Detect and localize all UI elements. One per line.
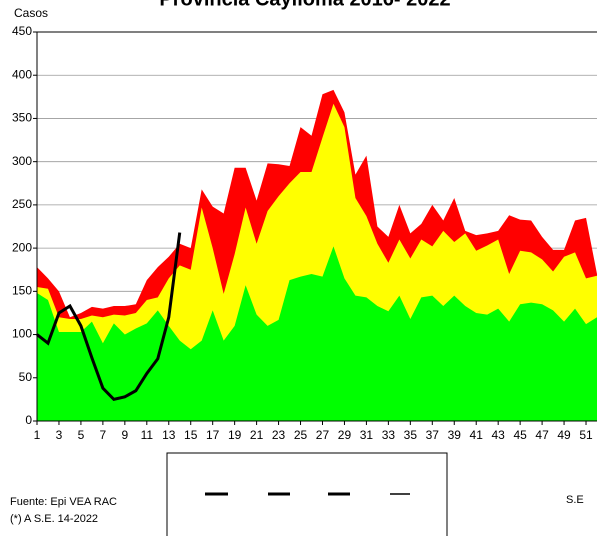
y-tick-label: 450 <box>12 24 32 38</box>
x-tick-label: 25 <box>294 428 308 442</box>
x-tick-label: 41 <box>470 428 484 442</box>
x-tick-label: 23 <box>272 428 286 442</box>
x-tick-label: 13 <box>162 428 176 442</box>
x-tick-label: 35 <box>404 428 418 442</box>
x-tick-label: 9 <box>121 428 128 442</box>
x-tick-label: 29 <box>338 428 352 442</box>
note: (*) A S.E. 14-2022 <box>10 513 98 525</box>
x-tick-label: 43 <box>491 428 505 442</box>
x-tick-label: 45 <box>513 428 527 442</box>
x-tick-label: 15 <box>184 428 198 442</box>
x-tick-label: 7 <box>100 428 107 442</box>
y-axis-label: Casos <box>14 6 48 20</box>
x-axis-label: S.E <box>566 494 584 506</box>
line <box>36 232 182 402</box>
x-tick-label: 21 <box>250 428 264 442</box>
x-tick-label: 49 <box>557 428 571 442</box>
chart-title: Provincia Caylloma 2016- 2022 <box>159 0 450 10</box>
x-tick-label: 3 <box>56 428 63 442</box>
x-tick-label: 47 <box>535 428 549 442</box>
y-tick-label: 100 <box>12 327 32 341</box>
y-tick-label: 300 <box>12 154 32 168</box>
y-tick-label: 200 <box>12 240 32 254</box>
x-tick-label: 27 <box>316 428 330 442</box>
y-tick-label: 0 <box>25 413 32 427</box>
legend <box>166 452 448 536</box>
y-tick-label: 250 <box>12 197 32 211</box>
x-tick-label: 1 <box>34 428 41 442</box>
x-tick-label: 11 <box>141 428 154 442</box>
y-tick-label: 400 <box>12 67 32 81</box>
x-tick-label: 33 <box>382 428 396 442</box>
x-tick-label: 19 <box>228 428 242 442</box>
y-tick-label: 350 <box>12 111 32 125</box>
x-tick-label: 39 <box>448 428 462 442</box>
x-tick-label: 5 <box>78 428 85 442</box>
x-tick-label: 31 <box>360 428 374 442</box>
source: Fuente: Epi VEA RAC <box>10 496 117 508</box>
x-tick-label: 17 <box>206 428 220 442</box>
y-tick-label: 50 <box>19 370 33 384</box>
y-tick-label: 150 <box>12 284 32 298</box>
x-tick-label: 51 <box>579 428 593 442</box>
area <box>37 246 597 421</box>
x-tick-label: 37 <box>426 428 440 442</box>
